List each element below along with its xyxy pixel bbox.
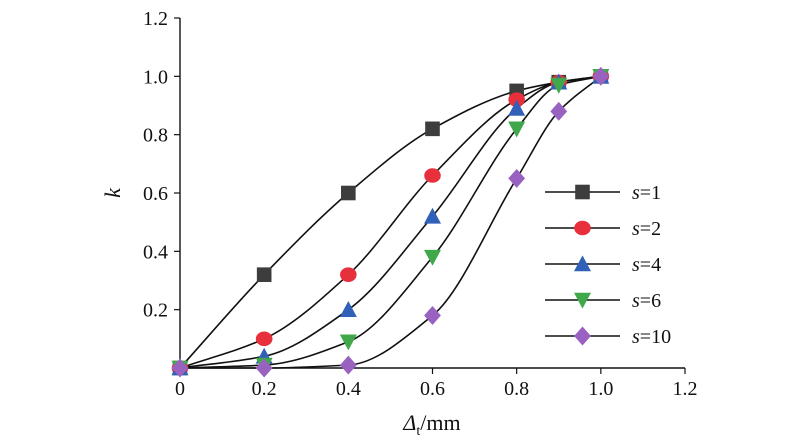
data-point	[423, 249, 442, 266]
data-point	[508, 99, 526, 116]
data-point	[255, 331, 273, 347]
y-tick-label: 0.8	[143, 125, 168, 147]
y-tick-label: 0.6	[143, 183, 168, 205]
x-tick-label: 0.4	[336, 378, 361, 400]
legend-marker	[574, 292, 591, 309]
series-markers	[171, 66, 610, 378]
legend-label-var: s	[632, 290, 640, 312]
data-point	[424, 207, 441, 224]
legend-label-var: s	[632, 182, 640, 204]
data-point	[508, 121, 526, 138]
legend-label-var: s	[632, 254, 640, 276]
series-curves	[179, 75, 602, 369]
legend-marker	[574, 255, 591, 272]
series-curve	[179, 75, 601, 369]
legend-label-value: =6	[640, 290, 661, 312]
x-tick-label: 0	[175, 378, 185, 400]
x-axis-title: Δt/mm	[402, 410, 460, 439]
x-tick-label: 0.8	[504, 378, 529, 400]
data-point	[592, 66, 610, 86]
x-tick-label: 1.0	[588, 378, 613, 400]
data-point	[425, 121, 440, 137]
legend: s=1s=2s=4s=6s=10	[545, 182, 671, 348]
legend-label: s=4	[632, 254, 661, 276]
series-curve	[179, 75, 601, 369]
legend-label: s=1	[632, 182, 661, 204]
data-point	[171, 358, 189, 378]
data-point	[339, 301, 357, 317]
data-point	[256, 267, 272, 282]
x-axis-title-unit: /mm	[420, 410, 460, 435]
legend-label-var: s	[632, 326, 640, 348]
legend-label-value: =2	[640, 218, 661, 240]
y-tick-label: 0.4	[143, 241, 168, 263]
legend-label-value: =4	[640, 254, 661, 276]
legend-marker	[574, 220, 591, 236]
legend-label: s=10	[632, 326, 671, 348]
x-tick-label: 0.6	[420, 378, 445, 400]
y-tick-label: 0.2	[143, 300, 168, 322]
y-axis-title: k	[100, 187, 125, 198]
x-tick-label: 0.2	[252, 378, 277, 400]
plot-area: 0 0.2 0.4 0.6 0.8 1.0 1.2 0.2 0.4 0.6 0.8 1.0 1.2	[143, 8, 698, 400]
x-axis-ticks: 0 0.2 0.4 0.6 0.8 1.0 1.2	[175, 368, 698, 400]
legend-label: s=2	[632, 218, 661, 240]
x-tick-label: 1.2	[673, 378, 698, 400]
data-point	[340, 267, 357, 282]
y-axis-ticks: 0.2 0.4 0.6 0.8 1.0 1.2	[143, 8, 180, 322]
legend-marker	[574, 326, 591, 346]
legend-marker	[575, 184, 590, 200]
data-point	[508, 168, 526, 188]
data-point	[550, 77, 568, 94]
legend-label: s=6	[632, 290, 661, 312]
x-axis-title-subscript: t	[416, 424, 420, 439]
data-point	[339, 334, 357, 351]
legend-label-value: =10	[640, 326, 671, 348]
data-point	[341, 185, 356, 201]
series-curve	[179, 75, 601, 369]
series-curve	[180, 75, 602, 369]
legend-label-value: =1	[640, 182, 661, 204]
y-tick-label: 1.0	[143, 66, 168, 88]
data-point	[424, 306, 441, 325]
data-point	[339, 355, 357, 375]
y-tick-label: 1.2	[143, 8, 168, 30]
data-point	[424, 168, 441, 183]
x-axis-title-symbol: Δ	[402, 410, 416, 435]
data-point	[550, 101, 568, 121]
series-curve	[179, 75, 601, 369]
legend-label-var: s	[632, 218, 640, 240]
data-point	[255, 358, 273, 378]
